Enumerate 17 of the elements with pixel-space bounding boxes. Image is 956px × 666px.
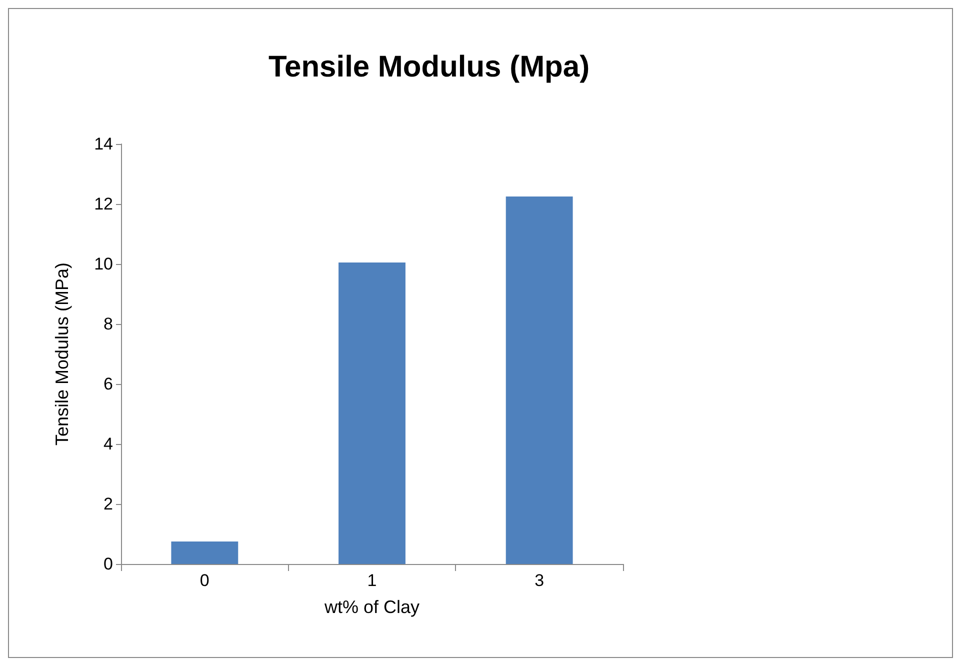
x-tick-label: 0 [200,571,210,590]
y-axis-title: Tensile Modulus (MPa) [52,262,72,446]
y-tick-label: 4 [104,434,113,454]
bar [171,542,238,564]
y-tick-label: 10 [94,254,113,274]
x-axis-title: wt% of Clay [323,597,420,617]
x-tick-label: 3 [534,571,544,590]
chart-title: Tensile Modulus (Mpa) [268,50,590,84]
y-tick-label: 8 [104,314,113,334]
bar [506,196,573,564]
y-tick-label: 14 [94,134,113,154]
y-tick-label: 2 [104,494,113,514]
x-tick-label: 1 [367,571,377,590]
bar [338,262,406,564]
y-tick-label: 6 [104,374,113,394]
y-tick-label: 12 [94,194,113,214]
y-tick-label: 0 [104,554,113,574]
